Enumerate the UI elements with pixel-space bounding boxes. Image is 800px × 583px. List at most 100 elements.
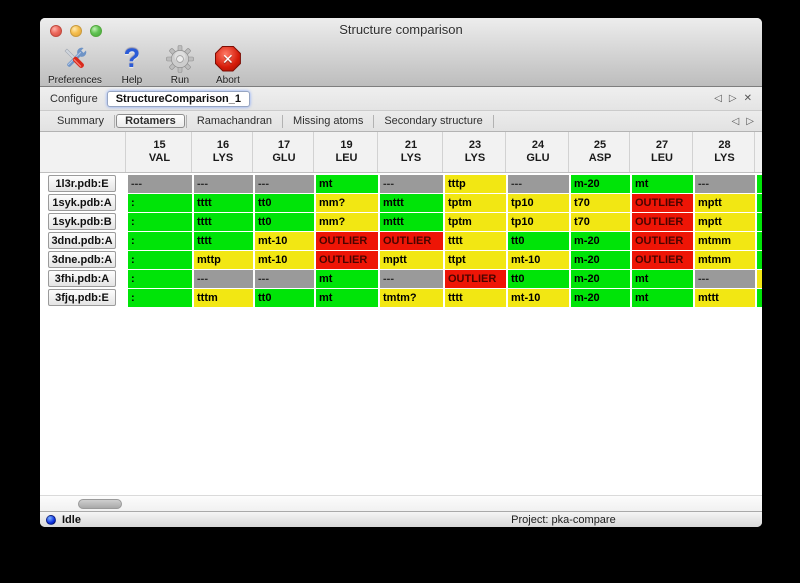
rotamer-cell[interactable]: OUTLIER <box>380 232 443 250</box>
tab-missing-atoms[interactable]: Missing atoms <box>293 115 364 127</box>
column-header[interactable]: 16 LYS <box>194 132 253 172</box>
rotamer-cell[interactable]: mttt <box>380 194 443 212</box>
rotamer-cell[interactable]: : <box>128 232 192 250</box>
rotamer-cell[interactable]: OUTLIER <box>316 232 378 250</box>
horizontal-scrollbar[interactable] <box>40 495 762 511</box>
rotamer-cell[interactable]: tptm <box>445 194 506 212</box>
rotamer-cell[interactable]: mt-10 <box>508 289 569 307</box>
rotamer-cell[interactable]: mt <box>316 175 378 193</box>
rotamer-cell[interactable]: mt <box>316 270 378 288</box>
rotamer-cell[interactable]: : <box>128 289 192 307</box>
rotamer-cell[interactable]: --- <box>255 175 314 193</box>
rotamer-cell[interactable]: --- <box>380 270 443 288</box>
rotamer-cell[interactable]: tt0 <box>255 289 314 307</box>
rotamer-cell[interactable]: m-20 <box>571 270 630 288</box>
next-configuration-icon[interactable]: ▷ <box>728 93 737 104</box>
rotamer-cell[interactable]: tttt <box>194 232 253 250</box>
toolbar-button-preferences[interactable]: Preferences <box>48 43 102 86</box>
row-header-button[interactable]: 1syk.pdb:B <box>48 213 116 230</box>
column-header[interactable]: 15 VAL <box>128 132 192 172</box>
toolbar-button-abort[interactable]: ✕ Abort <box>210 43 246 86</box>
rotamer-cell[interactable]: tmtm? <box>380 289 443 307</box>
column-header[interactable]: 21 LYS <box>380 132 443 172</box>
rotamer-cell[interactable]: tttt <box>194 194 253 212</box>
row-header-button[interactable]: 3fhi.pdb:A <box>48 270 116 287</box>
tab-ramachandran[interactable]: Ramachandran <box>196 115 273 127</box>
rotamer-cell[interactable]: t70 <box>571 213 630 231</box>
tab-summary[interactable]: Summary <box>57 115 105 127</box>
rotamer-cell[interactable]: mtmm <box>695 251 755 269</box>
tab-rotamers[interactable]: Rotamers <box>116 114 185 128</box>
rotamer-cell[interactable]: mt <box>632 175 693 193</box>
rotamer-cell[interactable]: tttm <box>194 289 253 307</box>
minimize-window-button[interactable] <box>70 25 82 37</box>
rotamer-cell[interactable]: tptm <box>445 213 506 231</box>
rotamer-cell[interactable]: mtmm <box>695 232 755 250</box>
rotamer-cell[interactable]: mm? <box>316 213 378 231</box>
column-header[interactable]: 24 GLU <box>508 132 569 172</box>
rotamer-cell[interactable]: --- <box>380 175 443 193</box>
rotamer-cell[interactable]: mm? <box>316 194 378 212</box>
rotamer-cell[interactable]: m-20 <box>571 232 630 250</box>
rotamer-cell[interactable]: mt <box>632 270 693 288</box>
row-header-button[interactable]: 3dne.pdb:A <box>48 251 116 268</box>
rotamer-cell[interactable]: mttt <box>380 213 443 231</box>
rotamer-cell[interactable]: --- <box>695 175 755 193</box>
rotamer-cell[interactable]: mttp <box>194 251 253 269</box>
column-header[interactable]: 23 LYS <box>445 132 506 172</box>
row-header-button[interactable]: 3dnd.pdb:A <box>48 232 116 249</box>
rotamer-cell[interactable]: m-20 <box>571 289 630 307</box>
rotamer-cell[interactable]: --- <box>194 270 253 288</box>
rotamer-cell[interactable]: --- <box>128 175 192 193</box>
prev-tab-icon[interactable]: ◁ <box>731 115 740 127</box>
rotamer-cell[interactable]: OUTLIER <box>445 270 506 288</box>
rotamer-cell[interactable]: OUTLIER <box>316 251 378 269</box>
rotamer-cell[interactable]: OUTLIER <box>632 194 693 212</box>
rotamer-cell[interactable]: mt <box>632 289 693 307</box>
column-header[interactable]: 25 ASP <box>571 132 630 172</box>
column-header[interactable]: 27 LEU <box>632 132 693 172</box>
configure-name-input[interactable]: StructureComparison_1 <box>106 90 251 107</box>
close-configuration-icon[interactable]: ✕ <box>743 93 752 104</box>
prev-configuration-icon[interactable]: ◁ <box>714 93 722 104</box>
toolbar-button-help[interactable]: ? Help <box>114 43 150 87</box>
rotamer-cell[interactable]: OUTLIER <box>632 213 693 231</box>
rotamer-cell[interactable]: tp10 <box>508 213 569 231</box>
row-header-button[interactable]: 3fjq.pdb:E <box>48 289 116 306</box>
row-header-button[interactable]: 1syk.pdb:A <box>48 194 116 211</box>
rotamer-cell[interactable]: : <box>128 251 192 269</box>
rotamer-cell[interactable]: OUTLIER <box>632 232 693 250</box>
column-header[interactable]: 19 LEU <box>316 132 378 172</box>
next-tab-icon[interactable]: ▷ <box>746 115 754 127</box>
column-header[interactable]: 17 GLU <box>255 132 314 172</box>
rotamer-cell[interactable]: tttp <box>445 175 506 193</box>
rotamer-cell[interactable]: mptt <box>695 213 755 231</box>
zoom-window-button[interactable] <box>90 25 102 37</box>
row-header-button[interactable]: 1l3r.pdb:E <box>48 175 116 192</box>
close-window-button[interactable] <box>50 25 62 37</box>
rotamer-cell[interactable]: ttpt <box>445 251 506 269</box>
rotamer-cell[interactable]: --- <box>695 270 755 288</box>
rotamer-cell[interactable]: mt-10 <box>508 251 569 269</box>
toolbar-button-run[interactable]: Run <box>162 43 198 86</box>
titlebar[interactable]: Structure comparison <box>40 18 762 40</box>
rotamer-cell[interactable]: mt <box>316 289 378 307</box>
rotamer-cell[interactable]: tt0 <box>508 270 569 288</box>
rotamer-cell[interactable]: mt-10 <box>255 232 314 250</box>
rotamer-cell[interactable]: --- <box>194 175 253 193</box>
rotamer-cell[interactable]: tttt <box>445 232 506 250</box>
scrollbar-thumb[interactable] <box>78 499 122 509</box>
rotamer-cell[interactable]: mttt <box>695 289 755 307</box>
column-header[interactable]: 28 LYS <box>695 132 755 172</box>
rotamer-cell[interactable]: : <box>128 194 192 212</box>
rotamer-cell[interactable]: tttt <box>445 289 506 307</box>
rotamer-cell[interactable]: m-20 <box>571 175 630 193</box>
rotamer-cell[interactable]: mptt <box>380 251 443 269</box>
rotamer-cell[interactable]: tt0 <box>255 194 314 212</box>
rotamer-cell[interactable]: --- <box>508 175 569 193</box>
rotamer-cell[interactable]: tt0 <box>255 213 314 231</box>
rotamer-cell[interactable]: tttt <box>194 213 253 231</box>
rotamer-cell[interactable]: --- <box>255 270 314 288</box>
rotamer-cell[interactable]: mptt <box>695 194 755 212</box>
rotamer-cell[interactable]: mt-10 <box>255 251 314 269</box>
